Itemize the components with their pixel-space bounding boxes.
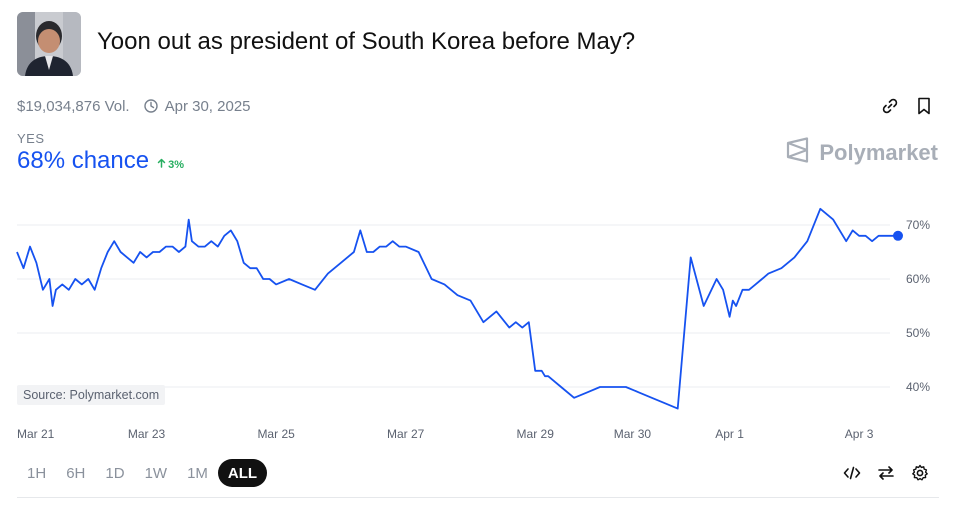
chart-actions — [842, 463, 930, 483]
x-tick-label: Mar 21 — [17, 427, 55, 441]
timeframe-1w-button[interactable]: 1W — [144, 464, 168, 482]
y-tick-label: 70% — [906, 218, 930, 232]
x-tick-label: Mar 23 — [128, 427, 166, 441]
code-embed-icon[interactable] — [842, 463, 862, 483]
timeframe-selector: 1H 6H 1D 1W 1M ALL — [17, 459, 268, 487]
chance-change: 3% — [157, 158, 184, 171]
top-actions — [880, 96, 934, 116]
brand-watermark: Polymarket — [786, 137, 938, 169]
timeframe-1m-button[interactable]: 1M — [187, 464, 208, 482]
chance-value: 68% chance — [17, 147, 150, 174]
market-end-date: Apr 30, 2025 — [164, 97, 251, 115]
timeframe-all-button[interactable]: ALL — [217, 459, 268, 487]
market-meta: $19,034,876 Vol. Apr 30, 2025 — [17, 96, 251, 116]
x-tick-label: Apr 1 — [715, 427, 744, 441]
y-tick-label: 40% — [906, 380, 930, 394]
timeframe-1h-button[interactable]: 1H — [27, 464, 47, 482]
chance-change-value: 3% — [168, 158, 184, 171]
x-tick-label: Mar 30 — [614, 427, 652, 441]
market-title: Yoon out as president of South Korea bef… — [97, 28, 636, 55]
y-tick-label: 60% — [906, 272, 930, 286]
price-chart-svg: 70% 60% 50% 40% Mar 21 Mar 23 Mar 25 Mar 27 Mar … — [16, 207, 930, 441]
outcome-label: YES — [17, 131, 45, 146]
arrow-up-icon — [157, 158, 166, 171]
x-tick-label: Mar 29 — [517, 427, 555, 441]
chart-source: Source: Polymarket.com — [17, 385, 166, 405]
x-tick-label: Mar 25 — [257, 427, 295, 441]
bookmark-icon[interactable] — [914, 96, 934, 116]
x-tick-label: Mar 27 — [387, 427, 425, 441]
gear-icon[interactable] — [910, 463, 930, 483]
brand-name: Polymarket — [819, 140, 938, 165]
chance-row: 68% chance 3% — [17, 147, 184, 175]
bottom-divider — [17, 497, 939, 498]
polymarket-logo-icon — [786, 137, 810, 169]
timeframe-6h-button[interactable]: 6H — [66, 464, 86, 482]
y-tick-label: 50% — [906, 326, 930, 340]
market-avatar-image — [17, 12, 81, 76]
x-tick-label: Apr 3 — [845, 427, 874, 441]
last-value-point — [893, 230, 903, 241]
series-line — [16, 207, 898, 410]
market-volume: $19,034,876 Vol. — [17, 97, 130, 115]
clock-icon — [143, 99, 158, 113]
market-avatar — [17, 12, 81, 76]
price-chart: 70% 60% 50% 40% Mar 21 Mar 23 Mar 25 Mar 27 Mar … — [0, 190, 956, 450]
timeframe-1d-button[interactable]: 1D — [105, 464, 125, 482]
swap-arrows-icon[interactable] — [876, 463, 896, 483]
link-icon[interactable] — [880, 96, 900, 116]
